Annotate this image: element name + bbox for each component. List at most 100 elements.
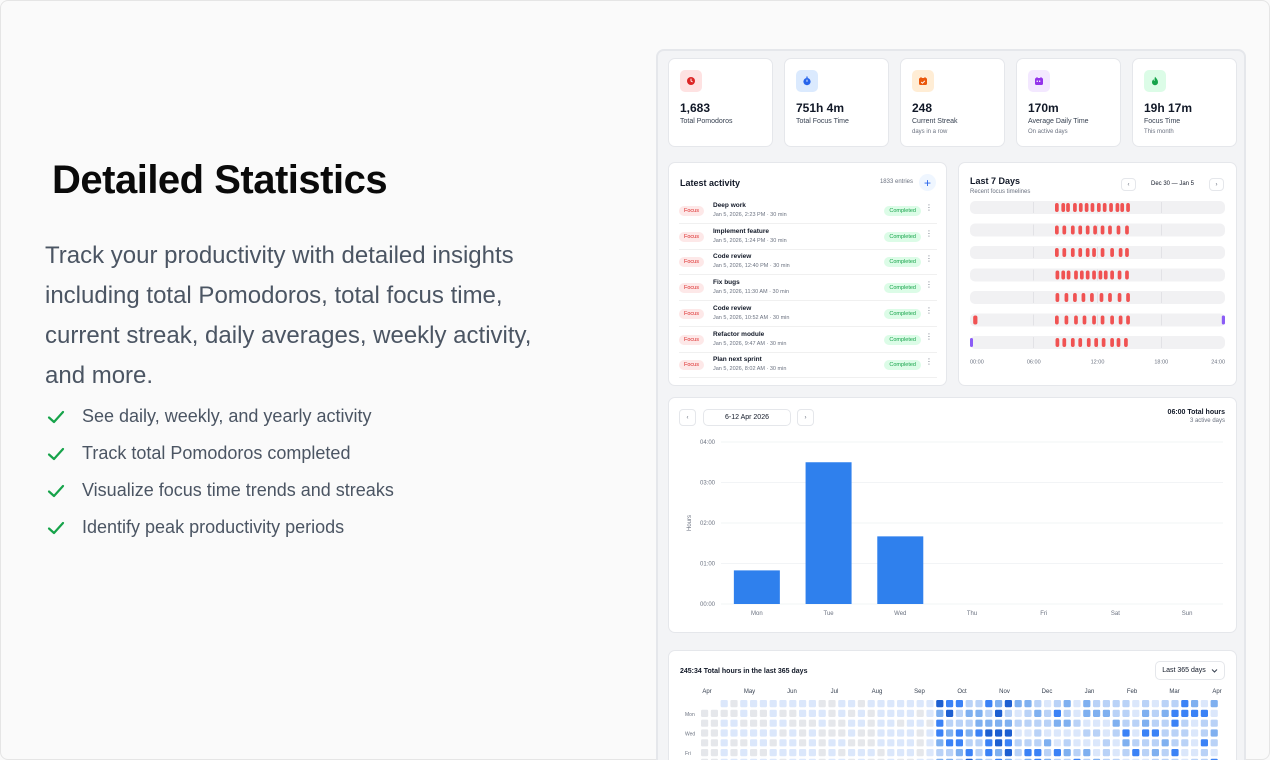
more-options-icon[interactable]: ⋮ bbox=[925, 228, 933, 238]
heatmap-cell[interactable] bbox=[1044, 709, 1052, 717]
heatmap-cell[interactable] bbox=[808, 719, 816, 727]
heatmap-cell[interactable] bbox=[936, 719, 944, 727]
heatmap-cell[interactable] bbox=[838, 729, 846, 737]
heatmap-cell[interactable] bbox=[867, 749, 875, 757]
heatmap-cell[interactable] bbox=[789, 739, 797, 747]
heatmap-cell[interactable] bbox=[1210, 749, 1218, 757]
heatmap-cell[interactable] bbox=[985, 739, 993, 747]
heatmap-cell[interactable] bbox=[1024, 700, 1032, 708]
heatmap-cell[interactable] bbox=[926, 700, 934, 708]
more-options-icon[interactable]: ⋮ bbox=[925, 331, 933, 341]
heatmap-cell[interactable] bbox=[730, 749, 738, 757]
heatmap-cell[interactable] bbox=[1142, 739, 1150, 747]
more-options-icon[interactable]: ⋮ bbox=[925, 357, 933, 367]
heatmap-cell[interactable] bbox=[995, 739, 1003, 747]
heatmap-cell[interactable] bbox=[906, 749, 914, 757]
heatmap-cell[interactable] bbox=[985, 729, 993, 737]
heatmap-cell[interactable] bbox=[1004, 719, 1012, 727]
heatmap-cell[interactable] bbox=[1053, 749, 1061, 757]
heatmap-cell[interactable] bbox=[730, 709, 738, 717]
heatmap-cell[interactable] bbox=[1132, 709, 1140, 717]
heatmap-cell[interactable] bbox=[769, 709, 777, 717]
heatmap-cell[interactable] bbox=[897, 739, 905, 747]
heatmap-cell[interactable] bbox=[1161, 729, 1169, 737]
heatmap-cell[interactable] bbox=[946, 719, 954, 727]
heatmap-cell[interactable] bbox=[1063, 719, 1071, 727]
heatmap-cell[interactable] bbox=[857, 709, 865, 717]
heatmap-cell[interactable] bbox=[1102, 719, 1110, 727]
heatmap-cell[interactable] bbox=[779, 719, 787, 727]
heatmap-cell[interactable] bbox=[701, 729, 709, 737]
heatmap-cell[interactable] bbox=[867, 709, 875, 717]
heatmap-cell[interactable] bbox=[1191, 749, 1199, 757]
heatmap-cell[interactable] bbox=[877, 700, 885, 708]
heatmap-cell[interactable] bbox=[838, 700, 846, 708]
heatmap-cell[interactable] bbox=[1142, 709, 1150, 717]
heatmap-cell[interactable] bbox=[965, 700, 973, 708]
heatmap-cell[interactable] bbox=[985, 749, 993, 757]
heatmap-cell[interactable] bbox=[916, 729, 924, 737]
activity-row[interactable]: Focus Fix bugs Jan 5, 2026, 11:30 AM · 30 … bbox=[679, 275, 937, 302]
heatmap-cell[interactable] bbox=[1044, 739, 1052, 747]
heatmap-cell[interactable] bbox=[1151, 749, 1159, 757]
heatmap-cell[interactable] bbox=[1083, 739, 1091, 747]
heatmap-cell[interactable] bbox=[867, 719, 875, 727]
heatmap-cell[interactable] bbox=[965, 739, 973, 747]
heatmap-cell[interactable] bbox=[1034, 700, 1042, 708]
heatmap-cell[interactable] bbox=[759, 700, 767, 708]
heatmap-cell[interactable] bbox=[799, 700, 807, 708]
heatmap-cell[interactable] bbox=[897, 700, 905, 708]
heatmap-cell[interactable] bbox=[1181, 729, 1189, 737]
heatmap-cell[interactable] bbox=[1093, 700, 1101, 708]
heatmap-cell[interactable] bbox=[818, 719, 826, 727]
heatmap-cell[interactable] bbox=[1142, 749, 1150, 757]
heatmap-cell[interactable] bbox=[916, 709, 924, 717]
heatmap-cell[interactable] bbox=[740, 709, 748, 717]
heatmap-cell[interactable] bbox=[1132, 700, 1140, 708]
heatmap-cell[interactable] bbox=[759, 729, 767, 737]
more-options-icon[interactable]: ⋮ bbox=[925, 305, 933, 315]
heatmap-cell[interactable] bbox=[1151, 709, 1159, 717]
heatmap-cell[interactable] bbox=[926, 739, 934, 747]
heatmap-cell[interactable] bbox=[730, 739, 738, 747]
heatmap-cell[interactable] bbox=[965, 729, 973, 737]
heatmap-cell[interactable] bbox=[1191, 739, 1199, 747]
heatmap-cell[interactable] bbox=[779, 729, 787, 737]
heatmap-cell[interactable] bbox=[1014, 739, 1022, 747]
heatmap-cell[interactable] bbox=[1073, 749, 1081, 757]
heatmap-cell[interactable] bbox=[955, 719, 963, 727]
heatmap-cell[interactable] bbox=[1200, 739, 1208, 747]
heatmap-cell[interactable] bbox=[828, 709, 836, 717]
heatmap-cell[interactable] bbox=[799, 749, 807, 757]
heatmap-cell[interactable] bbox=[995, 719, 1003, 727]
heatmap-cell[interactable] bbox=[867, 729, 875, 737]
heatmap-cell[interactable] bbox=[1053, 700, 1061, 708]
heatmap-cell[interactable] bbox=[906, 729, 914, 737]
heatmap-cell[interactable] bbox=[1210, 709, 1218, 717]
heatmap-cell[interactable] bbox=[740, 749, 748, 757]
heatmap-cell[interactable] bbox=[750, 719, 758, 727]
heatmap-cell[interactable] bbox=[838, 749, 846, 757]
heatmap-cell[interactable] bbox=[1161, 700, 1169, 708]
heatmap-cell[interactable] bbox=[955, 709, 963, 717]
heatmap-cell[interactable] bbox=[740, 729, 748, 737]
heatmap-cell[interactable] bbox=[808, 700, 816, 708]
heatmap-cell[interactable] bbox=[936, 749, 944, 757]
heatmap-cell[interactable] bbox=[740, 719, 748, 727]
heatmap-cell[interactable] bbox=[1122, 700, 1130, 708]
heatmap-cell[interactable] bbox=[818, 709, 826, 717]
heatmap-cell[interactable] bbox=[955, 700, 963, 708]
next-range-button[interactable]: › bbox=[797, 409, 814, 426]
heatmap-cell[interactable] bbox=[1102, 709, 1110, 717]
heatmap-cell[interactable] bbox=[1034, 719, 1042, 727]
heatmap-cell[interactable] bbox=[848, 739, 856, 747]
heatmap-cell[interactable] bbox=[750, 700, 758, 708]
heatmap-cell[interactable] bbox=[975, 749, 983, 757]
heatmap-cell[interactable] bbox=[1093, 709, 1101, 717]
heatmap-cell[interactable] bbox=[1151, 719, 1159, 727]
heatmap-cell[interactable] bbox=[1191, 729, 1199, 737]
activity-row[interactable]: Focus Code review Jan 5, 2026, 12:40 PM · … bbox=[679, 249, 937, 276]
heatmap-cell[interactable] bbox=[926, 729, 934, 737]
heatmap-cell[interactable] bbox=[1083, 700, 1091, 708]
heatmap-cell[interactable] bbox=[730, 700, 738, 708]
